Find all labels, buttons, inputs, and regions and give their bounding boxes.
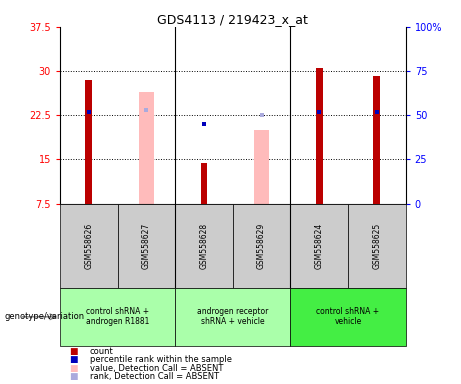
Bar bbox=[175, 288, 290, 346]
Bar bbox=[233, 204, 290, 288]
Bar bbox=[348, 204, 406, 288]
Text: ■: ■ bbox=[69, 355, 77, 364]
Bar bbox=[373, 76, 380, 204]
Bar bbox=[201, 164, 207, 204]
Text: GSM558625: GSM558625 bbox=[372, 223, 381, 269]
Bar bbox=[60, 288, 175, 346]
Text: control shRNA +
androgen R1881: control shRNA + androgen R1881 bbox=[86, 307, 149, 326]
Title: GDS4113 / 219423_x_at: GDS4113 / 219423_x_at bbox=[157, 13, 308, 26]
Text: ■: ■ bbox=[69, 347, 77, 356]
Text: value, Detection Call = ABSENT: value, Detection Call = ABSENT bbox=[90, 364, 223, 373]
Text: GSM558624: GSM558624 bbox=[315, 223, 324, 269]
Text: GSM558628: GSM558628 bbox=[200, 223, 208, 269]
Text: rank, Detection Call = ABSENT: rank, Detection Call = ABSENT bbox=[90, 372, 219, 381]
Text: control shRNA +
vehicle: control shRNA + vehicle bbox=[317, 307, 379, 326]
Text: androgen receptor
shRNA + vehicle: androgen receptor shRNA + vehicle bbox=[197, 307, 268, 326]
Text: GSM558629: GSM558629 bbox=[257, 223, 266, 269]
Text: ■: ■ bbox=[69, 364, 77, 373]
Text: percentile rank within the sample: percentile rank within the sample bbox=[90, 355, 232, 364]
Bar bbox=[316, 68, 323, 204]
Bar bbox=[175, 204, 233, 288]
Bar bbox=[118, 204, 175, 288]
Bar bbox=[254, 130, 269, 204]
Bar bbox=[85, 80, 92, 204]
Text: count: count bbox=[90, 347, 114, 356]
Bar bbox=[60, 204, 118, 288]
Text: ■: ■ bbox=[69, 372, 77, 381]
Text: GSM558626: GSM558626 bbox=[84, 223, 93, 269]
Bar bbox=[290, 204, 348, 288]
Text: genotype/variation: genotype/variation bbox=[5, 312, 85, 321]
Bar bbox=[139, 92, 154, 204]
Bar bbox=[290, 288, 406, 346]
Text: GSM558627: GSM558627 bbox=[142, 223, 151, 269]
